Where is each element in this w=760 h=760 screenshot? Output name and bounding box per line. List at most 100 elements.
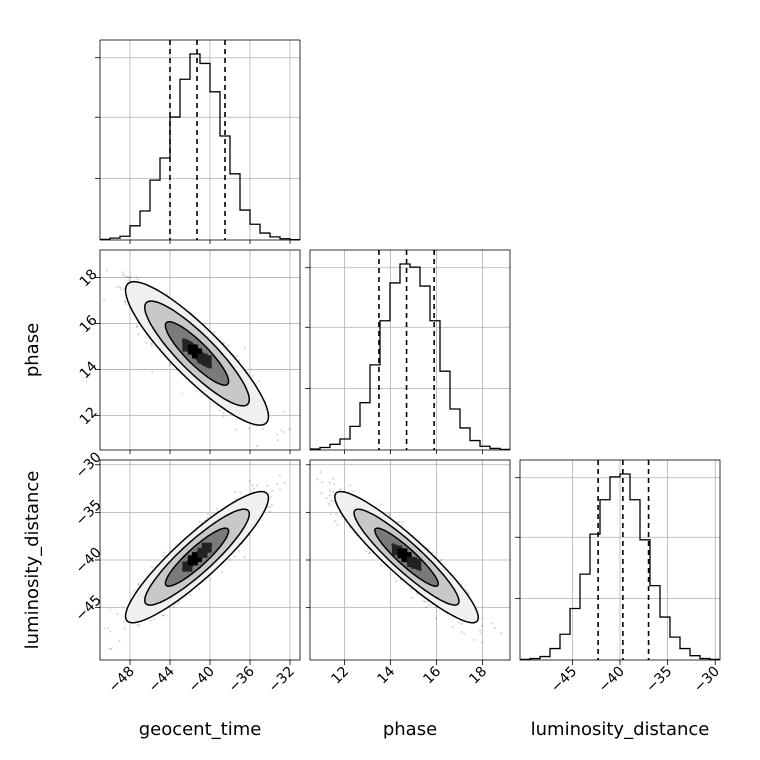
sample-point [409, 587, 412, 590]
sample-point [239, 491, 242, 494]
x-tick-label-geocent_time: −36 [226, 663, 258, 695]
x-tick-label-geocent_time: −48 [106, 664, 138, 696]
sample-point [334, 520, 337, 523]
panel-body [103, 445, 303, 651]
sample-point [162, 614, 165, 617]
sample-point [332, 490, 335, 493]
sample-point [235, 355, 238, 358]
sample-point [123, 287, 126, 290]
sample-point [481, 641, 484, 644]
sample-point [451, 625, 454, 628]
y-tick-label-phase: 12 [77, 404, 101, 428]
sample-point [128, 279, 131, 282]
density-cell [182, 561, 193, 572]
sample-point [198, 520, 201, 523]
sample-point [248, 479, 251, 482]
sample-point [330, 499, 333, 502]
sample-point [110, 648, 113, 651]
sample-point [137, 582, 140, 585]
sample-point [215, 507, 218, 510]
sample-point [166, 292, 169, 295]
sample-point [348, 484, 351, 487]
sample-point [276, 483, 279, 486]
sample-point [269, 495, 272, 498]
panel-phase-vs-geocent_time [79, 243, 300, 450]
sample-point [493, 626, 496, 629]
sample-point [325, 497, 328, 500]
sample-point [109, 630, 112, 633]
sample-point [473, 638, 476, 641]
sample-point [149, 619, 152, 622]
y-axis-label-luminosity_distance: luminosity_distance [22, 471, 43, 650]
sample-point [123, 620, 126, 623]
sample-point [172, 606, 175, 609]
sample-point [463, 632, 466, 635]
sample-point [253, 487, 256, 490]
sample-point [196, 390, 199, 393]
sample-point [238, 359, 241, 362]
sample-point [339, 488, 342, 491]
sample-point [238, 549, 241, 552]
x-axis-label-luminosity_distance: luminosity_distance [531, 719, 710, 740]
x-tick-label-geocent_time: −40 [186, 664, 218, 696]
sample-point [124, 275, 127, 278]
sample-point [425, 606, 428, 609]
sample-point [137, 584, 140, 587]
sample-point [151, 370, 154, 373]
sample-point [103, 299, 106, 302]
y-axis-label-phase: phase [22, 323, 43, 377]
sample-point [126, 275, 129, 278]
sample-point [379, 503, 382, 506]
sample-point [380, 563, 383, 566]
sample-point [388, 513, 391, 516]
sample-point [411, 596, 414, 599]
sample-point [319, 471, 322, 474]
sample-point [460, 631, 463, 634]
sample-point [276, 439, 279, 442]
sample-point [229, 558, 232, 561]
sample-point [127, 276, 130, 279]
sample-point [124, 300, 127, 303]
sample-point [135, 276, 138, 279]
sample-point [233, 555, 236, 558]
x-axis-label-geocent_time: geocent_time [139, 719, 262, 740]
sample-point [328, 494, 331, 497]
density-cell [397, 548, 408, 559]
density-cell [197, 547, 208, 558]
sample-point [328, 489, 331, 492]
sample-point [152, 617, 155, 620]
density-cell [187, 344, 198, 355]
sample-point [150, 565, 153, 568]
sample-point [133, 589, 136, 592]
sample-point [168, 363, 171, 366]
sample-point [79, 243, 81, 245]
sample-point [136, 623, 139, 626]
sample-point [103, 627, 106, 630]
sample-point [301, 445, 303, 447]
sample-point [150, 344, 153, 347]
sample-point [282, 430, 285, 433]
x-tick-label-luminosity_distance: −40 [596, 664, 628, 696]
sample-point [301, 483, 303, 485]
sample-point [243, 347, 246, 350]
sample-point [320, 491, 323, 494]
sample-point [327, 502, 330, 505]
sample-point [329, 513, 332, 516]
density-cell [187, 555, 198, 566]
y-tick-label-phase: 14 [77, 358, 101, 382]
sample-point [206, 512, 209, 515]
sample-point [424, 600, 427, 603]
sample-point [251, 484, 254, 487]
sample-point [255, 445, 258, 448]
sample-point [136, 278, 139, 281]
x-tick-label-phase: 14 [374, 663, 398, 687]
sample-point [121, 271, 124, 274]
sample-point [335, 513, 338, 516]
sample-point [221, 571, 224, 574]
sample-point [480, 625, 483, 628]
sample-point [435, 617, 438, 620]
histogram-frame-phase [309, 249, 511, 451]
sample-point [120, 288, 123, 291]
sample-point [428, 604, 431, 607]
